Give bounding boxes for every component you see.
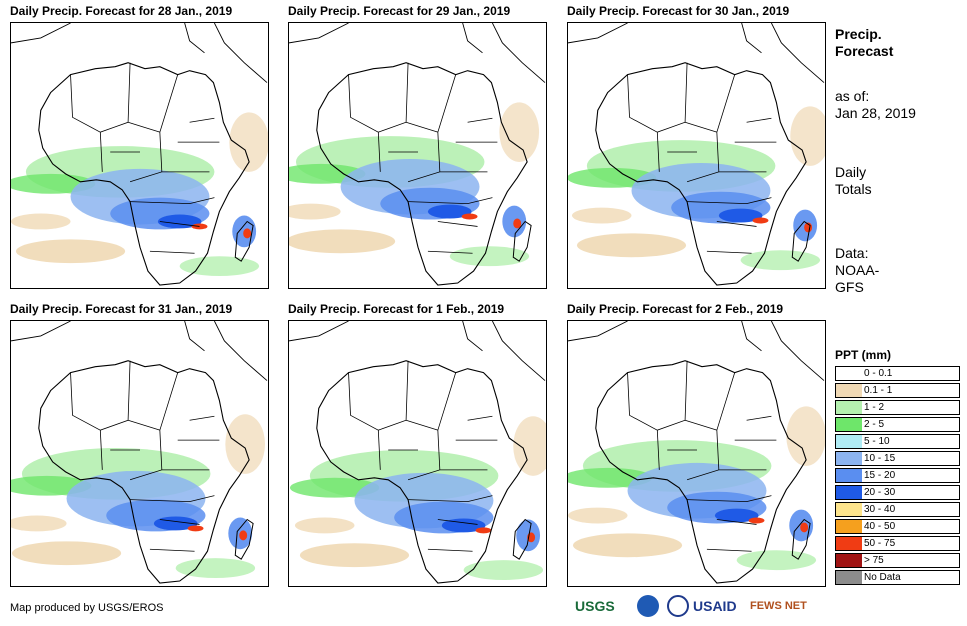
as-of-date: Jan 28, 2019: [835, 105, 916, 121]
panel-title: Daily Precip. Forecast for 31 Jan., 2019: [10, 302, 233, 316]
legend-swatch: [836, 384, 862, 397]
legend-item: 15 - 20: [835, 468, 960, 483]
data-source-block: Data: NOAA- GFS: [835, 245, 879, 296]
legend-swatch: [836, 418, 862, 431]
legend-item: 20 - 30: [835, 485, 960, 500]
legend-swatch: [836, 452, 862, 465]
panel-title: Daily Precip. Forecast for 2 Feb., 2019: [567, 302, 784, 316]
legend-label: 0.1 - 1: [864, 385, 893, 396]
legend-swatch: [836, 401, 862, 414]
forecast-map: [288, 22, 547, 289]
legend-swatch: [836, 435, 862, 448]
forecast-map: [567, 320, 826, 587]
usgs-logo: USGS: [575, 598, 615, 614]
legend-swatch: [836, 520, 862, 533]
as-of-block: as of: Jan 28, 2019: [835, 88, 916, 122]
data-source-line: GFS: [835, 279, 864, 295]
legend-swatch: [836, 469, 862, 482]
legend-label: 2 - 5: [864, 419, 885, 430]
legend-swatch: [836, 571, 862, 584]
legend-item: > 75: [835, 553, 960, 568]
legend-item: No Data: [835, 570, 960, 585]
legend-item: 0 - 0.1: [835, 366, 960, 381]
usaid-logo: USAID: [693, 598, 737, 614]
legend-label: 15 - 20: [864, 470, 896, 481]
legend-label: 1 - 2: [864, 402, 885, 413]
noaa-logo: [637, 595, 659, 617]
panel-title: Daily Precip. Forecast for 30 Jan., 2019: [567, 4, 790, 18]
sidebar-title: Precip. Forecast: [835, 26, 893, 60]
legend-label: 40 - 50: [864, 521, 896, 532]
legend-item: 0.1 - 1: [835, 383, 960, 398]
legend-item: 2 - 5: [835, 417, 960, 432]
forecast-map: [10, 320, 269, 587]
sidebar-title-line: Forecast: [835, 43, 894, 59]
legend-swatch: [836, 554, 862, 567]
legend-item: 10 - 15: [835, 451, 960, 466]
panel-title: Daily Precip. Forecast for 28 Jan., 2019: [10, 4, 233, 18]
legend-swatch: [836, 503, 862, 516]
totals-line: Daily: [835, 164, 867, 180]
partner-logos: USGS USAID FEWS NET: [575, 595, 825, 621]
legend-label: 30 - 40: [864, 504, 896, 515]
panel-title: Daily Precip. Forecast for 29 Jan., 2019: [288, 4, 511, 18]
legend-label: 50 - 75: [864, 538, 896, 549]
totals-line: Totals: [835, 181, 872, 197]
forecast-map: [288, 320, 547, 587]
legend-item: 50 - 75: [835, 536, 960, 551]
legend-item: 5 - 10: [835, 434, 960, 449]
data-source-line: NOAA-: [835, 262, 880, 278]
legend-item: 30 - 40: [835, 502, 960, 517]
sidebar-title-line: Precip.: [835, 26, 882, 42]
legend-label: 0 - 0.1: [864, 368, 893, 379]
legend-label: 5 - 10: [864, 436, 890, 447]
legend-label: > 75: [864, 555, 884, 566]
forecast-map: [10, 22, 269, 289]
legend-label: No Data: [864, 572, 901, 583]
totals-block: Daily Totals: [835, 164, 872, 198]
panel-title: Daily Precip. Forecast for 1 Feb., 2019: [288, 302, 505, 316]
legend-swatch: [836, 367, 862, 380]
legend-label: 20 - 30: [864, 487, 896, 498]
legend-label: 10 - 15: [864, 453, 896, 464]
forecast-map: [567, 22, 826, 289]
legend-title: PPT (mm): [835, 348, 892, 362]
usaid-seal: [667, 595, 689, 617]
fews-net-logo: FEWS NET: [750, 600, 807, 612]
legend-item: 1 - 2: [835, 400, 960, 415]
as-of-label: as of:: [835, 88, 870, 104]
data-source-line: Data:: [835, 245, 869, 261]
legend-swatch: [836, 486, 862, 499]
legend-item: 40 - 50: [835, 519, 960, 534]
legend-swatch: [836, 537, 862, 550]
map-credit: Map produced by USGS/EROS: [10, 602, 164, 614]
